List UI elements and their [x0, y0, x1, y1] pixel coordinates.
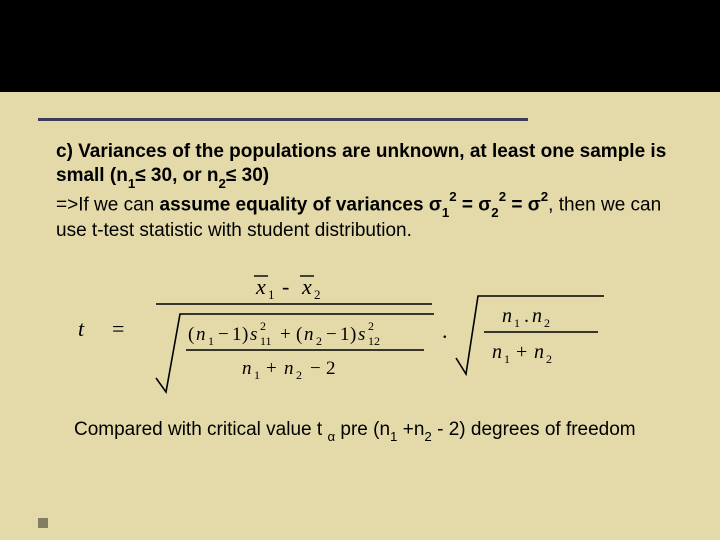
- svg-text:(: (: [188, 324, 194, 345]
- svg-text:+: +: [266, 358, 277, 379]
- p1-text: =>If we can: [56, 194, 160, 215]
- svg-text:n: n: [502, 305, 512, 327]
- slide-content: c) Variances of the populations are unkn…: [56, 140, 676, 443]
- le-symbol: ≤: [226, 165, 236, 186]
- svg-text:12: 12: [368, 334, 380, 348]
- sigma: σ: [528, 194, 541, 215]
- svg-text:x: x: [255, 274, 266, 299]
- subscript-1: 1: [128, 176, 135, 191]
- header-band: [0, 0, 720, 92]
- svg-text:2: 2: [544, 316, 550, 330]
- p1-text: 30, or n: [146, 165, 219, 186]
- formula-svg: t = x 1 - x 2 (: [64, 266, 624, 396]
- superscript-2: 2: [449, 189, 456, 204]
- t-statistic-formula: t = x 1 - x 2 (: [56, 266, 676, 396]
- svg-text:n: n: [196, 324, 206, 345]
- svg-text:.: .: [524, 305, 529, 327]
- svg-text:n: n: [532, 305, 542, 327]
- svg-text:2: 2: [368, 319, 374, 333]
- svg-text:t: t: [78, 316, 85, 341]
- sigma: σ: [429, 194, 442, 215]
- subscript-2: 2: [491, 205, 498, 220]
- svg-text:): ): [350, 324, 356, 345]
- svg-text:1: 1: [340, 324, 350, 345]
- sigma: σ: [478, 194, 491, 215]
- p1-text: 30): [236, 165, 269, 186]
- p1-text: =: [457, 194, 479, 215]
- p1-text: ,: [548, 194, 559, 215]
- subscript-1: 1: [442, 205, 449, 220]
- p1-text: assume equality of variances: [160, 194, 429, 215]
- svg-text:(: (: [296, 324, 302, 345]
- p2-text: - 2): [432, 419, 466, 440]
- svg-text:n: n: [534, 341, 544, 363]
- svg-text:2: 2: [314, 287, 321, 302]
- svg-text:1: 1: [208, 334, 214, 348]
- le-symbol: ≤: [135, 165, 145, 186]
- paragraph-1: c) Variances of the populations are unkn…: [56, 140, 676, 244]
- svg-text:−: −: [326, 324, 337, 345]
- svg-text:=: =: [112, 316, 124, 341]
- svg-text:): ): [242, 324, 248, 345]
- svg-text:1: 1: [504, 352, 510, 366]
- svg-text:2: 2: [326, 358, 336, 379]
- paragraph-2: Compared with critical value t α pre (n1…: [56, 418, 676, 444]
- svg-text:2: 2: [260, 319, 266, 333]
- svg-text:2: 2: [296, 368, 302, 382]
- svg-text:1: 1: [268, 287, 275, 302]
- svg-text:1: 1: [254, 368, 260, 382]
- subscript-1: 1: [390, 429, 397, 444]
- svg-text:2: 2: [316, 334, 322, 348]
- subscript-2: 2: [219, 176, 226, 191]
- svg-text:s: s: [358, 324, 365, 345]
- p2-text: Compared with critical value t: [74, 419, 327, 440]
- svg-text:2: 2: [546, 352, 552, 366]
- header-divider: [38, 118, 528, 121]
- corner-square: [38, 518, 48, 528]
- svg-text:11: 11: [260, 334, 272, 348]
- p2-text: degrees of freedom: [466, 419, 636, 440]
- svg-text:1: 1: [232, 324, 242, 345]
- p2-text: +n: [397, 419, 424, 440]
- p2-text: pre (n: [335, 419, 390, 440]
- p1-text: =: [506, 194, 528, 215]
- svg-text:x: x: [301, 274, 312, 299]
- svg-text:n: n: [492, 341, 502, 363]
- svg-text:+: +: [516, 341, 527, 363]
- alpha-subscript: α: [327, 429, 335, 444]
- svg-text:s: s: [250, 324, 257, 345]
- superscript-2: 2: [541, 189, 548, 204]
- svg-text:n: n: [304, 324, 314, 345]
- svg-text:1: 1: [514, 316, 520, 330]
- svg-text:-: -: [282, 274, 289, 299]
- superscript-2: 2: [499, 189, 506, 204]
- svg-text:+: +: [280, 324, 291, 345]
- subscript-2: 2: [424, 429, 431, 444]
- svg-text:n: n: [242, 358, 252, 379]
- svg-text:.: .: [442, 318, 448, 343]
- svg-text:n: n: [284, 358, 294, 379]
- svg-text:−: −: [218, 324, 229, 345]
- svg-text:−: −: [310, 358, 321, 379]
